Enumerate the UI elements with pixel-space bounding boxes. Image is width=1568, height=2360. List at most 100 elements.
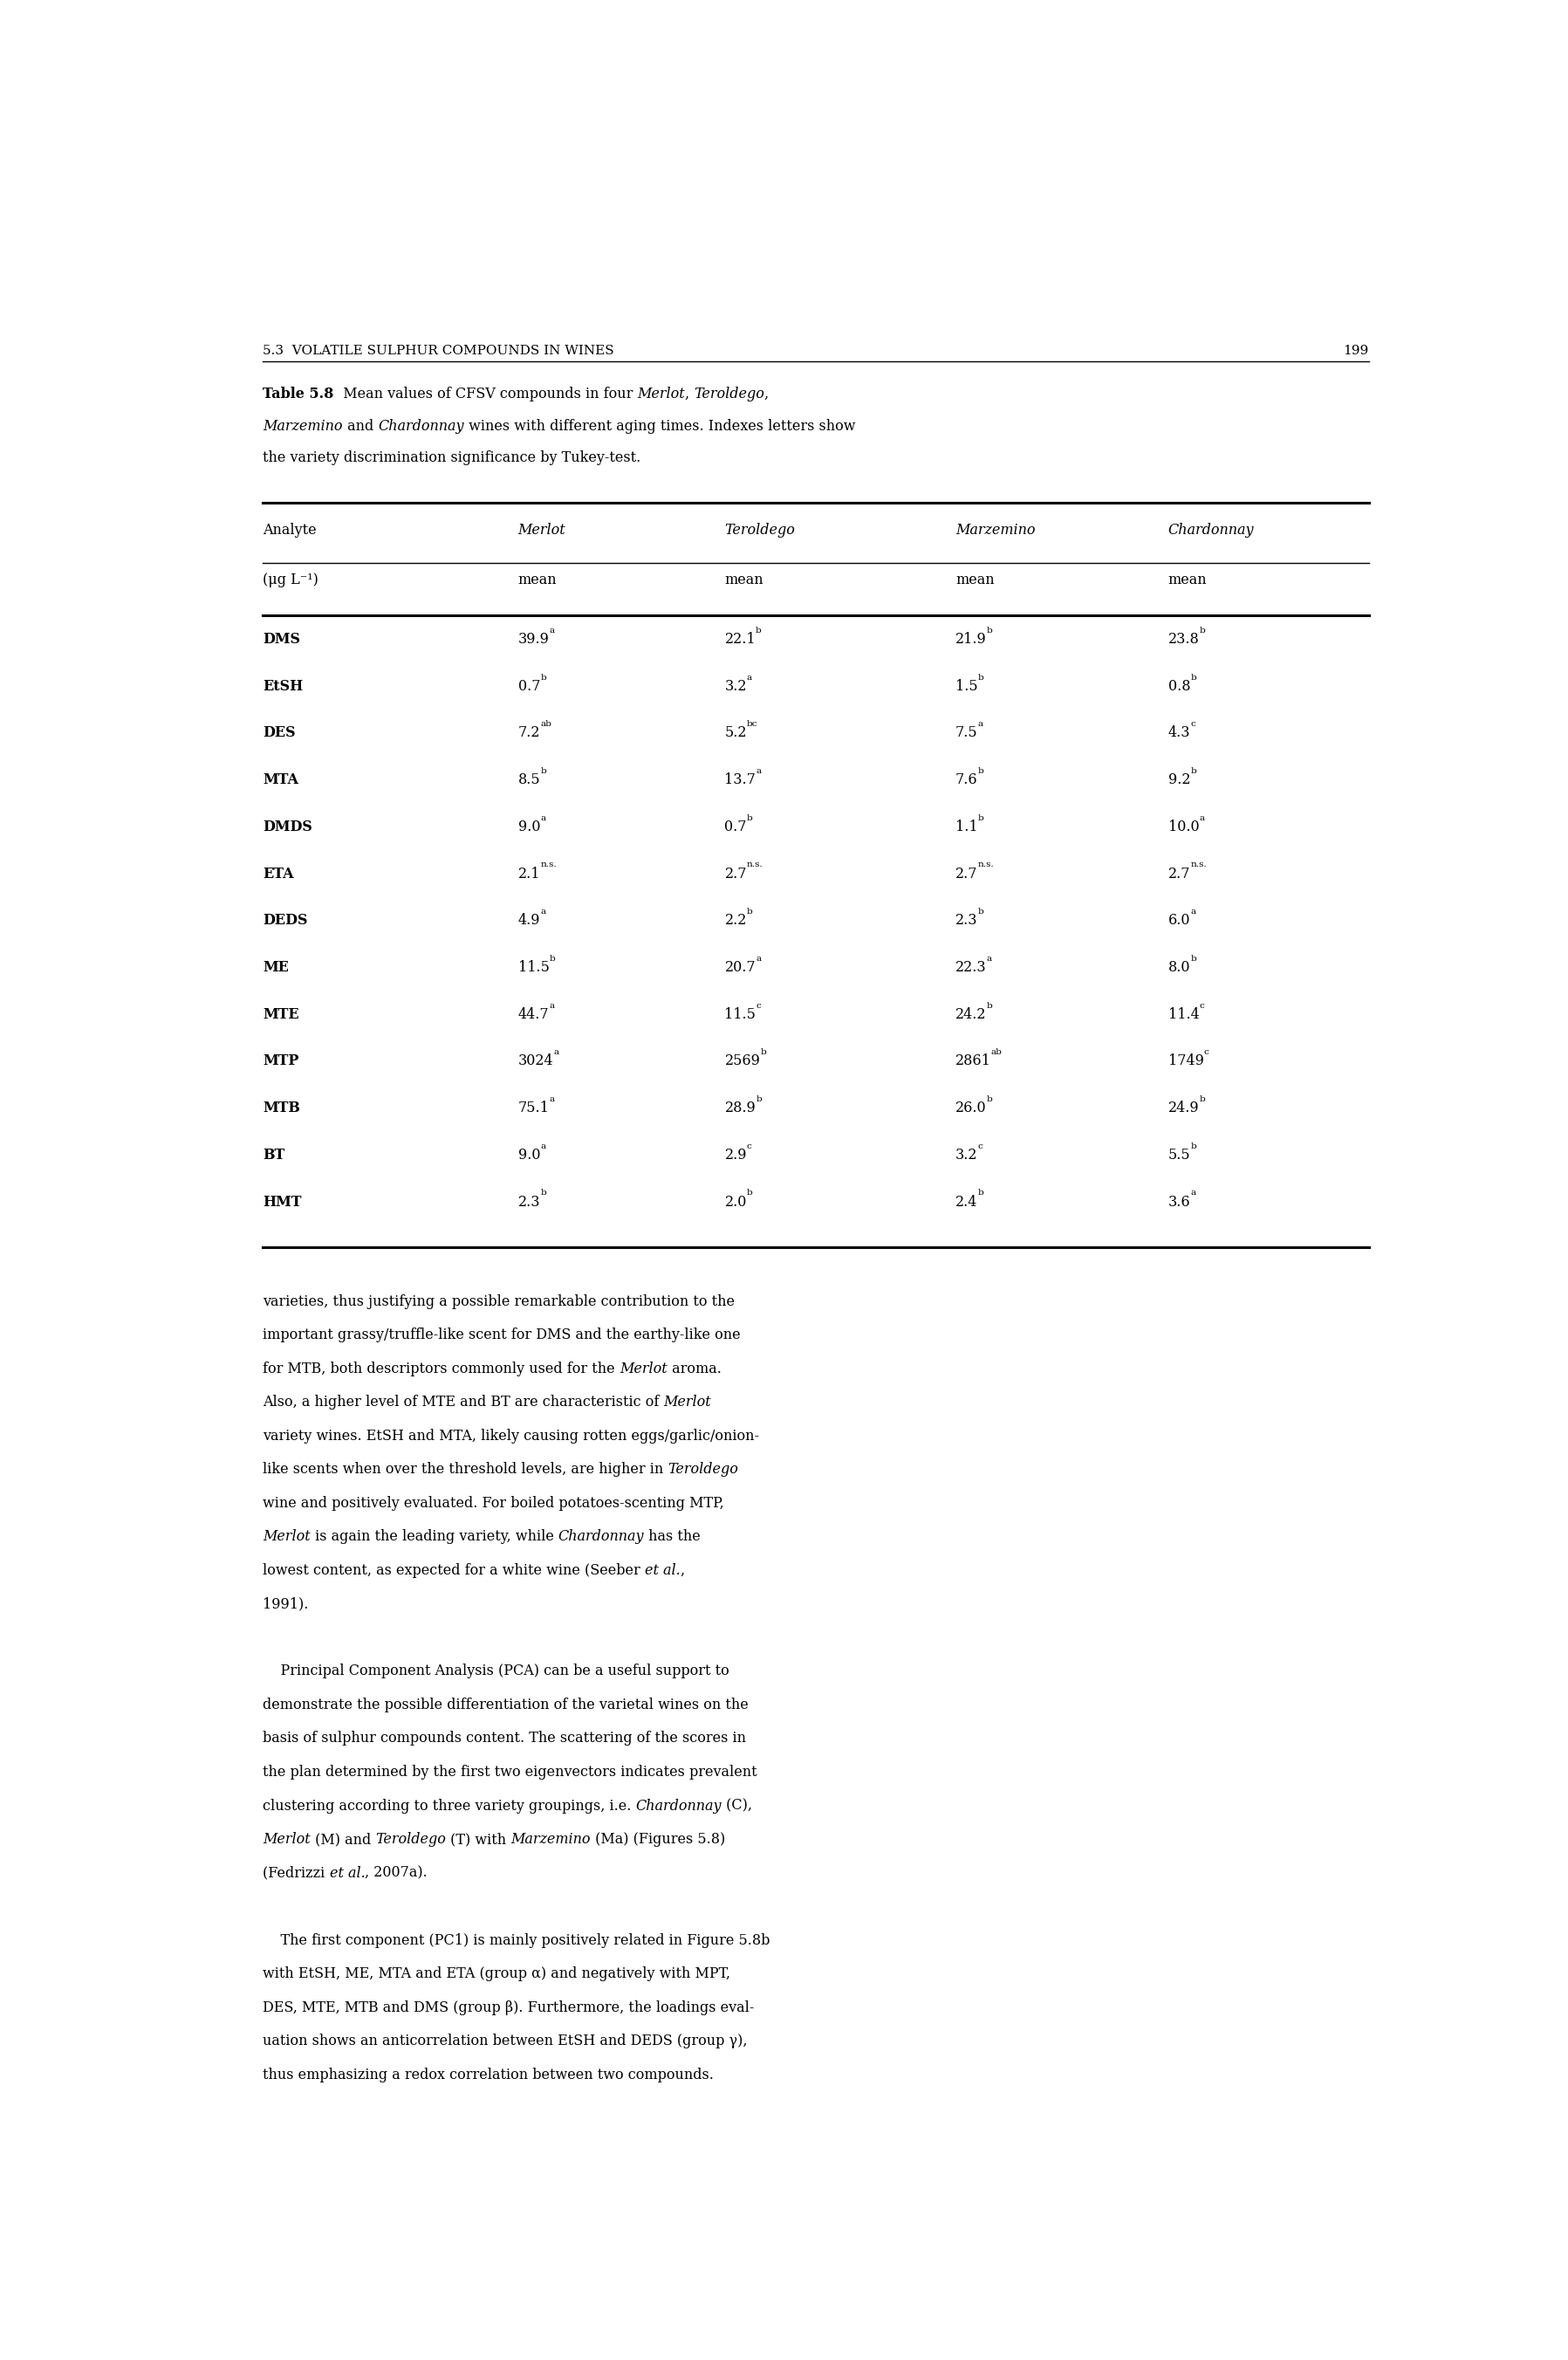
Text: b: b bbox=[986, 1095, 993, 1102]
Text: mean: mean bbox=[517, 573, 557, 588]
Text: Merlot: Merlot bbox=[637, 387, 685, 401]
Text: 0.7: 0.7 bbox=[724, 819, 746, 835]
Text: variety wines. EtSH and MTA, likely causing rotten eggs/garlic/onion-: variety wines. EtSH and MTA, likely caus… bbox=[263, 1428, 759, 1444]
Text: 1.1: 1.1 bbox=[955, 819, 978, 835]
Text: a: a bbox=[986, 956, 993, 963]
Text: Teroldego: Teroldego bbox=[724, 524, 795, 538]
Text: (μg L⁻¹): (μg L⁻¹) bbox=[263, 573, 318, 588]
Text: a: a bbox=[549, 625, 555, 635]
Text: b: b bbox=[978, 814, 983, 821]
Text: MTP: MTP bbox=[263, 1055, 299, 1069]
Text: 11.5: 11.5 bbox=[517, 961, 549, 975]
Text: 9.2: 9.2 bbox=[1168, 772, 1190, 788]
Text: 9.0: 9.0 bbox=[517, 819, 541, 835]
Text: DEDS: DEDS bbox=[263, 913, 307, 927]
Text: b: b bbox=[978, 909, 983, 916]
Text: 7.2: 7.2 bbox=[517, 725, 541, 741]
Text: 8.5: 8.5 bbox=[517, 772, 541, 788]
Text: 8.0: 8.0 bbox=[1168, 961, 1190, 975]
Text: b: b bbox=[1190, 956, 1196, 963]
Text: 22.1: 22.1 bbox=[724, 632, 756, 647]
Text: 2.9: 2.9 bbox=[724, 1147, 746, 1163]
Text: is again the leading variety, while: is again the leading variety, while bbox=[310, 1529, 558, 1543]
Text: b: b bbox=[978, 673, 983, 682]
Text: Teroldego: Teroldego bbox=[375, 1831, 445, 1848]
Text: Merlot: Merlot bbox=[619, 1362, 666, 1376]
Text: 3024: 3024 bbox=[517, 1055, 554, 1069]
Text: Marzemino: Marzemino bbox=[511, 1831, 591, 1848]
Text: a: a bbox=[756, 956, 760, 963]
Text: Chardonnay: Chardonnay bbox=[637, 1798, 721, 1812]
Text: Chardonnay: Chardonnay bbox=[378, 418, 464, 434]
Text: mean: mean bbox=[724, 573, 764, 588]
Text: 5.2: 5.2 bbox=[724, 725, 746, 741]
Text: 3.2: 3.2 bbox=[955, 1147, 978, 1163]
Text: b: b bbox=[746, 814, 753, 821]
Text: uation shows an anticorrelation between EtSH and DEDS (group γ),: uation shows an anticorrelation between … bbox=[263, 2034, 748, 2048]
Text: varieties, thus justifying a possible remarkable contribution to the: varieties, thus justifying a possible re… bbox=[263, 1293, 735, 1310]
Text: a: a bbox=[1190, 909, 1196, 916]
Text: Merlot: Merlot bbox=[663, 1395, 712, 1409]
Text: 7.5: 7.5 bbox=[955, 725, 978, 741]
Text: Teroldego: Teroldego bbox=[693, 387, 764, 401]
Text: 4.3: 4.3 bbox=[1168, 725, 1190, 741]
Text: 39.9: 39.9 bbox=[517, 632, 549, 647]
Text: 0.7: 0.7 bbox=[517, 680, 541, 694]
Text: Also, a higher level of MTE and BT are characteristic of: Also, a higher level of MTE and BT are c… bbox=[263, 1395, 663, 1409]
Text: 11.5: 11.5 bbox=[724, 1008, 756, 1022]
Text: 2569: 2569 bbox=[724, 1055, 760, 1069]
Text: a: a bbox=[1200, 814, 1204, 821]
Text: a: a bbox=[756, 767, 760, 774]
Text: mean: mean bbox=[955, 573, 994, 588]
Text: 28.9: 28.9 bbox=[724, 1100, 756, 1116]
Text: 2.7: 2.7 bbox=[724, 866, 746, 880]
Text: 10.0: 10.0 bbox=[1168, 819, 1200, 835]
Text: ab: ab bbox=[541, 720, 552, 729]
Text: the plan determined by the first two eigenvectors indicates prevalent: the plan determined by the first two eig… bbox=[263, 1765, 757, 1779]
Text: The first component (PC1) is mainly positively related in Figure 5.8b: The first component (PC1) is mainly posi… bbox=[263, 1933, 770, 1947]
Text: lowest content, as expected for a white wine (Seeber: lowest content, as expected for a white … bbox=[263, 1562, 644, 1579]
Text: ,: , bbox=[685, 387, 693, 401]
Text: clustering according to three variety groupings, i.e.: clustering according to three variety gr… bbox=[263, 1798, 637, 1812]
Text: ,: , bbox=[764, 387, 768, 401]
Text: n.s.: n.s. bbox=[1190, 861, 1207, 868]
Text: 2861: 2861 bbox=[955, 1055, 991, 1069]
Text: c: c bbox=[1204, 1048, 1209, 1057]
Text: Table 5.8: Table 5.8 bbox=[263, 387, 334, 401]
Text: c: c bbox=[1200, 1001, 1204, 1010]
Text: 2.1: 2.1 bbox=[517, 866, 541, 880]
Text: 1749: 1749 bbox=[1168, 1055, 1204, 1069]
Text: DMS: DMS bbox=[263, 632, 301, 647]
Text: c: c bbox=[1190, 720, 1195, 729]
Text: a: a bbox=[549, 1095, 555, 1102]
Text: b: b bbox=[986, 1001, 993, 1010]
Text: ,: , bbox=[681, 1562, 685, 1579]
Text: like scents when over the threshold levels, are higher in: like scents when over the threshold leve… bbox=[263, 1463, 668, 1477]
Text: 3.2: 3.2 bbox=[724, 680, 746, 694]
Text: 199: 199 bbox=[1344, 345, 1369, 356]
Text: b: b bbox=[1190, 673, 1196, 682]
Text: n.s.: n.s. bbox=[978, 861, 994, 868]
Text: a: a bbox=[541, 1142, 546, 1149]
Text: a: a bbox=[549, 1001, 555, 1010]
Text: 2.7: 2.7 bbox=[1168, 866, 1190, 880]
Text: , 2007a).: , 2007a). bbox=[365, 1867, 428, 1881]
Text: aroma.: aroma. bbox=[666, 1362, 721, 1376]
Text: b: b bbox=[1190, 767, 1196, 774]
Text: a: a bbox=[541, 814, 546, 821]
Text: (M) and: (M) and bbox=[310, 1831, 375, 1848]
Text: b: b bbox=[746, 1189, 753, 1197]
Text: b: b bbox=[978, 767, 983, 774]
Text: 4.9: 4.9 bbox=[517, 913, 541, 927]
Text: has the: has the bbox=[644, 1529, 701, 1543]
Text: b: b bbox=[746, 909, 753, 916]
Text: b: b bbox=[1200, 1095, 1206, 1102]
Text: b: b bbox=[1190, 1142, 1196, 1149]
Text: Chardonnay: Chardonnay bbox=[1168, 524, 1254, 538]
Text: et al.: et al. bbox=[644, 1562, 681, 1579]
Text: 6.0: 6.0 bbox=[1168, 913, 1190, 927]
Text: 5.3  VOLATILE SULPHUR COMPOUNDS IN WINES: 5.3 VOLATILE SULPHUR COMPOUNDS IN WINES bbox=[263, 345, 615, 356]
Text: 23.8: 23.8 bbox=[1168, 632, 1200, 647]
Text: and: and bbox=[343, 418, 378, 434]
Text: Mean values of CFSV compounds in four: Mean values of CFSV compounds in four bbox=[334, 387, 637, 401]
